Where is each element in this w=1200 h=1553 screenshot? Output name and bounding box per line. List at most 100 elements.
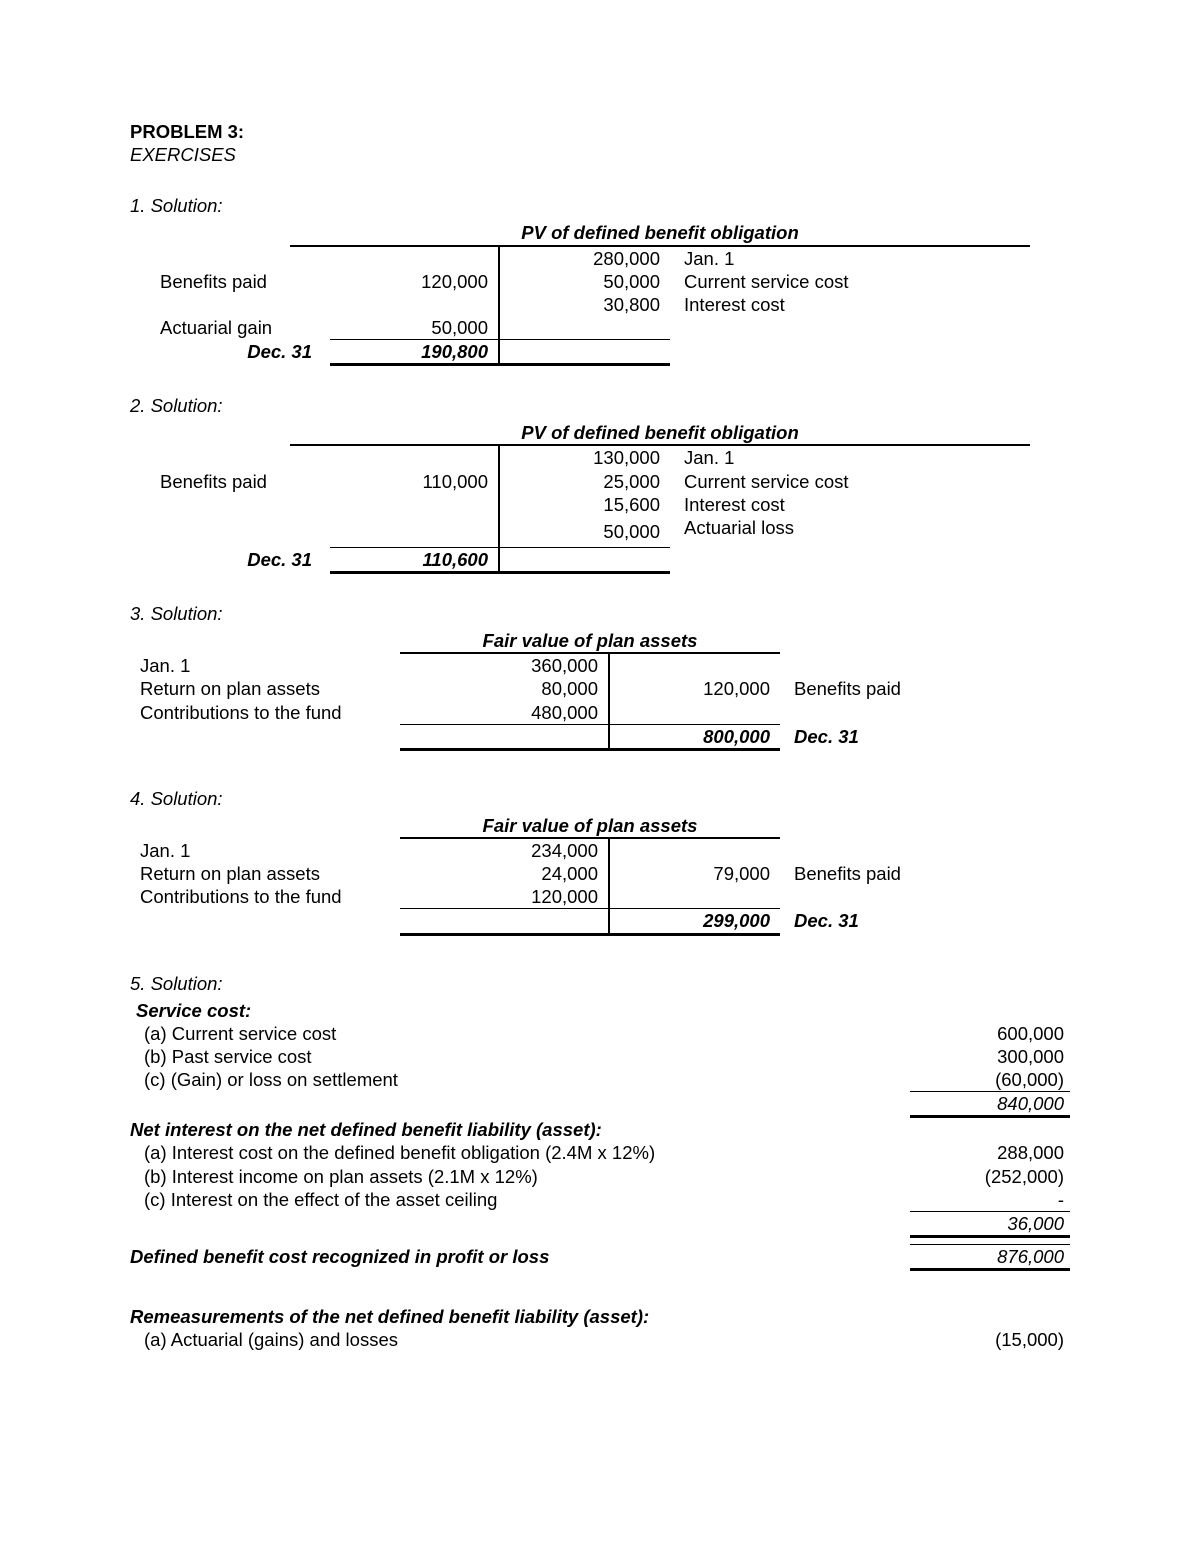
line-label: (b) Interest income on plan assets (2.1M… [130, 1165, 910, 1188]
remeasurements-head: Remeasurements of the net defined benefi… [130, 1305, 910, 1328]
label: Contributions to the fund [130, 701, 400, 725]
close-label: Dec. 31 [780, 725, 1070, 751]
blank [150, 493, 330, 516]
blank [610, 701, 780, 725]
label: Jan. 1 [130, 839, 400, 862]
solution-1-label: 1. Solution: [130, 194, 1070, 217]
label: Contributions to the fund [130, 885, 400, 909]
value: 50,000 [330, 316, 500, 340]
blank [670, 316, 1070, 340]
value: 30,800 [500, 293, 670, 316]
blank [780, 814, 1070, 839]
line-label: (a) Actuarial (gains) and losses [130, 1328, 910, 1351]
label: Return on plan assets [130, 862, 400, 885]
value: 280,000 [500, 247, 670, 270]
line-label: (b) Past service cost [130, 1045, 910, 1068]
label: Interest cost [670, 493, 1070, 516]
value: 15,600 [500, 493, 670, 516]
label: Current service cost [670, 270, 1070, 293]
blank [610, 839, 780, 862]
blank [150, 516, 330, 548]
line-value: - [910, 1188, 1070, 1211]
t-account-4: Fair value of plan assets Jan. 1 234,000… [130, 814, 1070, 936]
line-label: (c) Interest on the effect of the asset … [130, 1188, 910, 1211]
value: 360,000 [400, 654, 610, 677]
page: PROBLEM 3: EXERCISES 1. Solution: PV of … [0, 0, 1200, 1411]
t-account-3: Fair value of plan assets Jan. 1 360,000… [130, 629, 1070, 751]
line-value: (60,000) [910, 1068, 1070, 1091]
t-account-2: PV of defined benefit obligation 130,000… [150, 421, 1070, 574]
label: Interest cost [670, 293, 1070, 316]
service-subtotal: 840,000 [910, 1091, 1070, 1118]
line-label: (a) Current service cost [130, 1022, 910, 1045]
blank [400, 909, 610, 935]
blank [150, 293, 330, 316]
total-label: Defined benefit cost recognized in profi… [130, 1245, 910, 1268]
line-value: 600,000 [910, 1022, 1070, 1045]
label: Current service cost [670, 470, 1070, 493]
label: Benefits paid [150, 470, 330, 493]
value: 110,000 [330, 470, 500, 493]
close-label: Dec. 31 [150, 340, 330, 366]
value: 120,000 [400, 885, 610, 909]
blank [500, 548, 670, 574]
label: Return on plan assets [130, 677, 400, 700]
exercises-heading: EXERCISES [130, 143, 1070, 166]
blank [780, 839, 1070, 862]
blank [130, 629, 400, 654]
label: Benefits paid [780, 677, 1070, 700]
label: Actuarial gain [150, 316, 330, 340]
solution-2-label: 2. Solution: [130, 394, 1070, 417]
blank [780, 629, 1070, 654]
blank [780, 885, 1070, 909]
value: 120,000 [330, 270, 500, 293]
t-account-2-title: PV of defined benefit obligation [290, 421, 1030, 446]
blank [610, 654, 780, 677]
value: 234,000 [400, 839, 610, 862]
label: Actuarial loss [670, 516, 1070, 548]
close-label: Dec. 31 [780, 909, 1070, 935]
close-value: 110,600 [330, 548, 500, 574]
line-value: (252,000) [910, 1165, 1070, 1188]
label: Benefits paid [150, 270, 330, 293]
value: 50,000 [500, 516, 670, 548]
blank [400, 725, 610, 751]
solution-5-label: 5. Solution: [130, 972, 1070, 995]
close-value: 190,800 [330, 340, 500, 366]
blank [130, 725, 400, 751]
blank [330, 493, 500, 516]
problem-heading: PROBLEM 3: [130, 120, 1070, 143]
net-interest-head: Net interest on the net defined benefit … [130, 1118, 910, 1141]
line-value: (15,000) [910, 1328, 1070, 1351]
close-value: 299,000 [610, 909, 780, 935]
blank [150, 247, 330, 270]
value: 25,000 [500, 470, 670, 493]
blank [670, 548, 1070, 574]
t-account-3-title: Fair value of plan assets [400, 629, 780, 654]
label: Jan. 1 [130, 654, 400, 677]
label: Benefits paid [780, 862, 1070, 885]
blank [330, 247, 500, 270]
value: 130,000 [500, 446, 670, 469]
value: 120,000 [610, 677, 780, 700]
blank [780, 701, 1070, 725]
blank [780, 654, 1070, 677]
blank [500, 316, 670, 340]
solution-3-label: 3. Solution: [130, 602, 1070, 625]
blank [610, 885, 780, 909]
blank [150, 446, 330, 469]
blank [130, 814, 400, 839]
problem-5-block: Service cost: (a) Current service cost60… [130, 999, 1070, 1352]
close-value: 800,000 [610, 725, 780, 751]
line-value: 300,000 [910, 1045, 1070, 1068]
value: 480,000 [400, 701, 610, 725]
blank [330, 516, 500, 548]
t-account-4-title: Fair value of plan assets [400, 814, 780, 839]
t-account-1-title: PV of defined benefit obligation [290, 221, 1030, 246]
close-label: Dec. 31 [150, 548, 330, 574]
value: 80,000 [400, 677, 610, 700]
solution-4-label: 4. Solution: [130, 787, 1070, 810]
t-account-1: PV of defined benefit obligation 280,000… [150, 221, 1070, 366]
line-label: (a) Interest cost on the defined benefit… [130, 1141, 910, 1164]
total-value: 876,000 [910, 1244, 1070, 1271]
